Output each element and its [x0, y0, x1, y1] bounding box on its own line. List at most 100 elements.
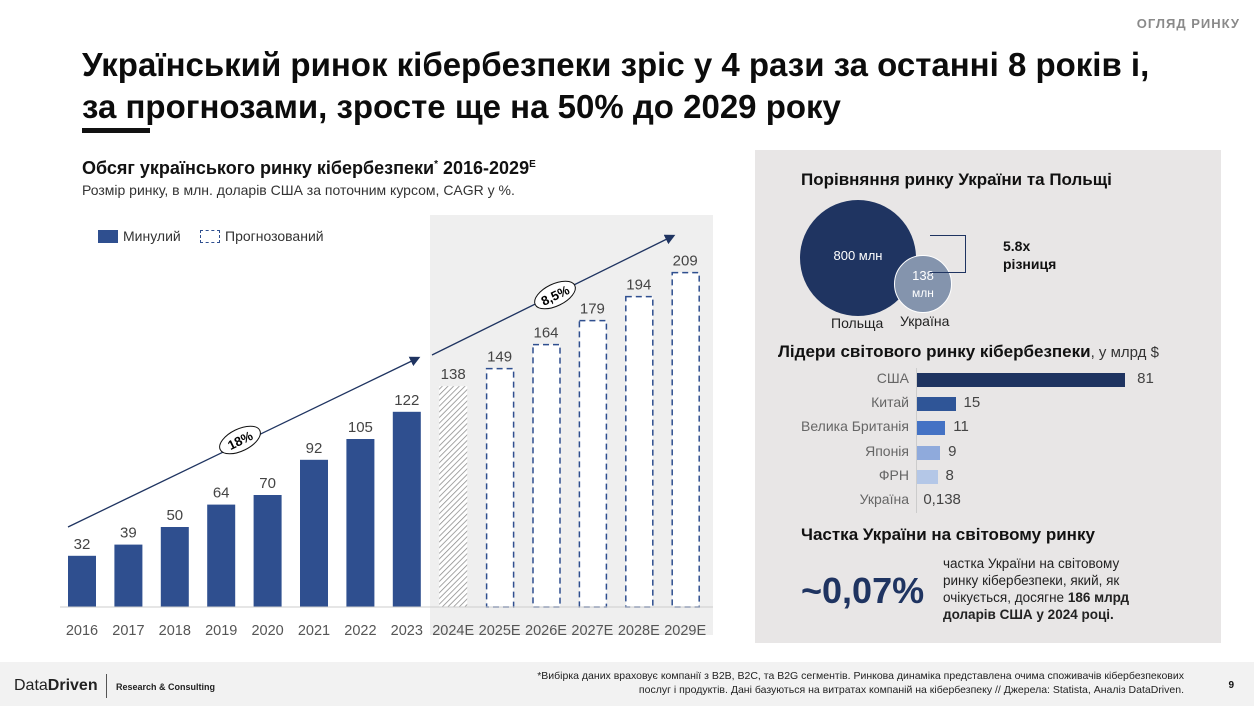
forecast-band	[430, 215, 713, 635]
share-description: частка України на світовому ринку кіберб…	[943, 555, 1153, 623]
ukraine-label: Україна	[900, 313, 950, 329]
comparison-title: Порівняння ринку України та Польщі	[801, 170, 1112, 189]
legend-swatch-past	[98, 229, 118, 243]
tick-label-2025E: 2025E	[479, 623, 521, 639]
bar-2017	[114, 544, 143, 607]
logo-divider	[106, 674, 107, 698]
value-label-2018: 50	[166, 507, 183, 524]
share-value: ~0,07%	[801, 570, 925, 611]
leader-value: 0,138	[923, 491, 961, 508]
tick-label-2022: 2022	[344, 623, 376, 639]
leader-value: 15	[963, 394, 981, 412]
leader-value: 9	[948, 442, 957, 460]
tick-label-2016: 2016	[66, 623, 98, 639]
tick-label-2017: 2017	[112, 623, 144, 639]
chart-title-years: 2016-2029	[443, 158, 530, 178]
tick-label-2029E: 2029E	[664, 623, 706, 639]
value-label-2017: 39	[120, 525, 137, 542]
bar-2021	[300, 459, 328, 607]
value-label-2022: 105	[348, 419, 373, 436]
tick-label-2024E: 2024E	[432, 623, 474, 639]
bar-2029E	[671, 271, 700, 608]
leader-country: Японія	[865, 442, 909, 459]
legend-forecast: Прогнозований	[200, 228, 324, 244]
footnote-line-2: послуг і продуктів. Дані базуються на ви…	[638, 684, 1184, 696]
value-label-2019: 64	[213, 485, 230, 502]
logo: DataDriven	[14, 677, 98, 695]
tick-label-2021: 2021	[298, 623, 330, 639]
poland-value: 800 млн	[833, 248, 883, 263]
value-label-2025E: 149	[487, 349, 512, 366]
leader-bar	[917, 373, 1126, 387]
section-label: ОГЛЯД РИНКУ	[1136, 16, 1240, 31]
value-label-2029E: 209	[673, 253, 698, 270]
ukraine-circle	[894, 255, 952, 313]
cagr-ellipse	[219, 425, 261, 455]
chart-title-text: Обсяг українського ринку кібербезпеки	[82, 158, 435, 178]
leader-country: США	[876, 370, 909, 386]
tick-label-2018: 2018	[159, 623, 191, 639]
share-text: частка України на світовому ринку кіберб…	[943, 556, 1120, 605]
value-label-2023: 122	[394, 392, 419, 409]
cagr-badge-0: 18%	[219, 425, 261, 455]
chart-title-years-sup: E	[529, 159, 536, 170]
chart-title: Обсяг українського ринку кібербезпеки* 2…	[82, 158, 536, 179]
tick-label-2019: 2019	[205, 623, 237, 639]
leaders-title: Лідери світового ринку кібербезпеки, у м…	[778, 342, 1159, 362]
leader-bar	[917, 469, 938, 484]
value-label-2020: 70	[259, 475, 276, 492]
difference-value: 5.8x	[1003, 238, 1031, 254]
tick-label-2023: 2023	[391, 623, 423, 639]
value-label-2026E: 164	[533, 325, 558, 342]
value-label-2028E: 194	[626, 277, 651, 294]
bar-2016	[68, 555, 96, 607]
chart-subtitle: Розмір ринку, в млн. доларів США за пото…	[82, 182, 515, 198]
chart-title-sup: *	[434, 159, 438, 170]
difference-label: різниця	[1003, 256, 1057, 272]
bar-2019	[207, 504, 236, 607]
legend-label-forecast: Прогнозований	[225, 228, 324, 244]
page-title: Український ринок кібербезпеки зріс у 4 …	[82, 46, 1150, 125]
value-label-2027E: 179	[580, 301, 605, 318]
bar-2025E	[485, 367, 515, 608]
leader-value: 8	[945, 466, 954, 484]
logo-text-2: Driven	[47, 677, 98, 694]
tagline: Research & Consulting	[116, 682, 216, 692]
leaders-axis	[916, 368, 917, 513]
value-label-2016: 32	[74, 536, 91, 553]
title-underline	[82, 128, 150, 133]
bar-2024E	[439, 386, 468, 607]
bar-chart: 32 2016 39 2017 50 2018 64 2019 70 2020 92 2021 105 2…	[60, 215, 713, 639]
tick-label-2028E: 2028E	[618, 623, 660, 639]
legend-swatch-forecast	[200, 229, 220, 243]
leaders-title-text: Лідери світового ринку кібербезпеки	[778, 342, 1091, 361]
bar-2022	[346, 439, 375, 607]
ukraine-value: 138	[912, 268, 934, 283]
difference-bracket	[930, 235, 966, 273]
bar-2018	[160, 527, 189, 607]
share-text-bold: 186 млрд доларів США у 2024 році.	[943, 590, 1130, 622]
cagr-ellipse	[534, 280, 576, 310]
leader-country: ФРН	[878, 466, 909, 483]
leader-bar	[917, 397, 956, 412]
bar-2028E	[625, 295, 654, 608]
footnote-line-1: *Вибірка даних враховує компанії з B2B, …	[537, 670, 1184, 682]
share-title: Частка України на світовому ринку	[801, 525, 1095, 544]
leader-country: Китай	[871, 394, 909, 411]
poland-label: Польща	[831, 315, 884, 331]
value-label-2021: 92	[306, 440, 323, 457]
value-label-2024E: 138	[441, 366, 466, 383]
leader-bar	[917, 421, 946, 436]
leader-value: 11	[953, 418, 969, 436]
tick-label-2026E: 2026E	[525, 623, 567, 639]
legend-past: Минулий	[98, 228, 181, 244]
bar-2020	[253, 495, 282, 607]
page-number: 9	[1228, 680, 1234, 691]
leader-bar	[917, 445, 941, 460]
bar-2023	[392, 411, 421, 607]
side-panel: Порівняння ринку України та Польщі 800 м…	[755, 150, 1221, 643]
bar-2026E	[532, 343, 561, 608]
leader-value: 81	[1137, 370, 1154, 387]
tick-label-2027E: 2027E	[571, 623, 613, 639]
leader-country: Велика Британія	[800, 418, 909, 435]
